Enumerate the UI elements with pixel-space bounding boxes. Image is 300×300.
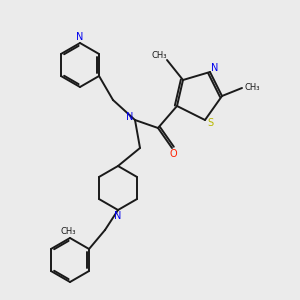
Text: N: N bbox=[76, 32, 84, 42]
Text: S: S bbox=[207, 118, 213, 128]
Text: N: N bbox=[211, 63, 219, 73]
Text: N: N bbox=[126, 112, 134, 122]
Text: CH₃: CH₃ bbox=[151, 52, 167, 61]
Text: O: O bbox=[169, 149, 177, 159]
Text: N: N bbox=[114, 211, 122, 221]
Text: CH₃: CH₃ bbox=[244, 83, 260, 92]
Text: CH₃: CH₃ bbox=[60, 226, 76, 236]
